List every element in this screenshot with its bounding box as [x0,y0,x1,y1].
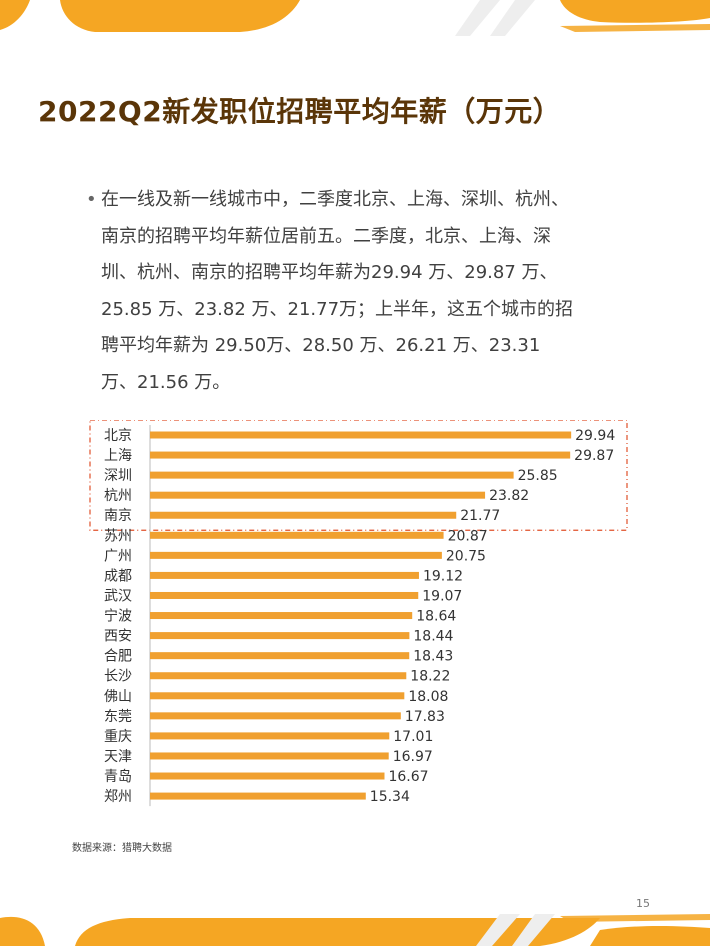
data-label: 17.01 [393,729,433,745]
bar [150,471,514,479]
category-label: 宁波 [104,608,132,625]
category-label: 成都 [104,568,132,584]
bar [150,772,385,780]
highlight-box [89,420,628,531]
data-label: 19.12 [423,568,463,584]
bar [150,612,413,620]
bar [150,692,405,700]
bar-chart: 北京 29.94 上海 29.87 深圳 25.85 杭州 23.82 南京 21.77 苏州 20.… [89,420,628,807]
category-label: 天津 [104,749,132,765]
category-label: 武汉 [104,588,132,604]
category-label: 深圳 [104,468,132,484]
bar [150,511,457,519]
bullet-text: 在一线及新一线城市中，二季度北京、上海、深圳、杭州、南京的招聘平均年薪位居前五。… [101,189,574,393]
category-label: 上海 [104,448,132,464]
data-label: 29.87 [574,448,614,464]
data-label: 18.22 [410,669,450,685]
category-label: 郑州 [104,789,132,805]
data-label: 29.94 [575,428,615,444]
category-label: 南京 [104,508,132,524]
category-label: 重庆 [104,729,132,745]
top-decorative-band [0,0,710,36]
bar [150,672,407,680]
page-number: 15 [636,897,650,910]
data-label: 18.44 [413,629,453,645]
category-label: 西安 [104,629,132,645]
bar [150,551,442,559]
data-label: 15.34 [370,789,410,805]
bar [150,591,419,599]
data-label: 18.64 [416,609,456,625]
category-label: 东莞 [104,709,132,725]
category-label: 佛山 [104,689,132,705]
bar [150,712,401,720]
data-label: 16.97 [393,749,433,765]
data-source: 数据来源：猎聘大数据 [72,843,172,854]
bar [150,732,390,740]
page-title: 2022Q2新发职位招聘平均年薪（万元） [38,95,562,128]
bar [150,431,572,439]
bullet-point: • 在一线及新一线城市中，二季度北京、上海、深圳、杭州、南京的招聘平均年薪位居前… [86,182,581,401]
bar [150,531,444,539]
category-label: 广州 [104,548,132,564]
bottom-decorative-band [0,914,710,946]
bar [150,792,366,800]
data-label: 25.85 [518,468,558,484]
data-label: 19.07 [422,588,462,604]
category-label: 合肥 [104,649,132,665]
bar [150,451,571,459]
category-label: 苏州 [104,528,132,544]
category-label: 杭州 [104,488,132,504]
data-label: 20.75 [446,548,486,564]
bar [150,632,410,640]
bullet-dot-icon: • [86,189,97,210]
data-label: 18.08 [408,689,448,705]
bar [150,491,486,499]
bar [150,571,419,579]
data-label: 23.82 [489,488,529,504]
category-label: 青岛 [104,769,132,785]
data-label: 18.43 [413,649,453,665]
category-label: 长沙 [104,669,132,685]
data-label: 20.87 [448,528,488,544]
category-label: 北京 [104,428,132,444]
bar [150,652,410,660]
data-label: 17.83 [405,709,445,725]
data-label: 16.67 [388,769,428,785]
data-label: 21.77 [460,508,500,524]
bar [150,752,389,760]
